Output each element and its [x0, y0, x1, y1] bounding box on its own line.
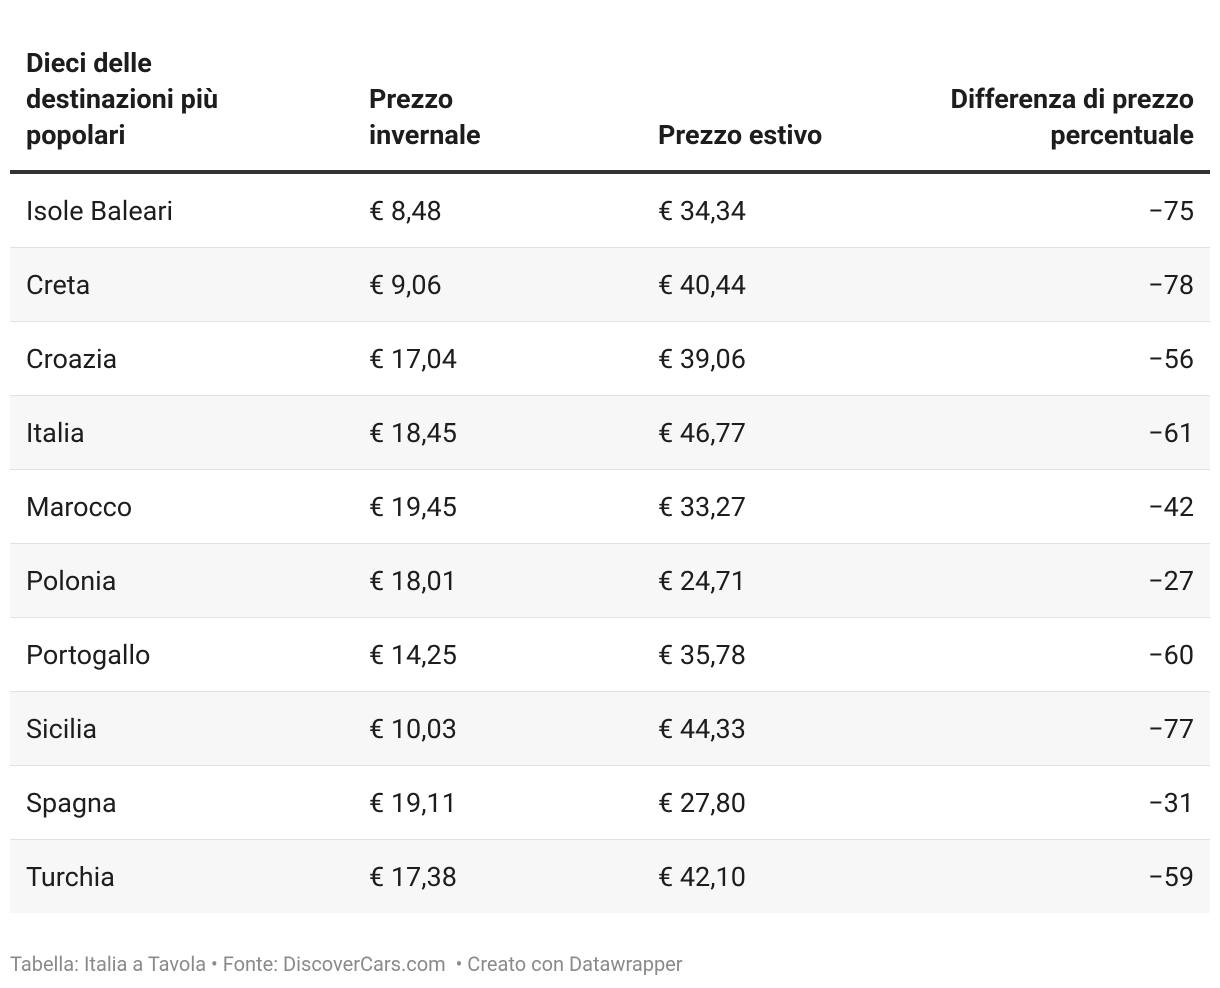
table-body: Isole Baleari € 8,48 € 34,34 −75 Creta € 9,06… [10, 172, 1210, 913]
table-row: Portogallo € 14,25 € 35,78 −60 [10, 617, 1210, 692]
table-cell: Marocco [10, 469, 353, 544]
header-row: Dieci delle destinazioni più popolari Pre… [10, 45, 1210, 174]
table-cell: € 35,78 [642, 617, 912, 692]
table-cell: Sicilia [10, 691, 353, 766]
table-cell: € 46,77 [642, 395, 912, 470]
table-cell: −77 [912, 691, 1210, 766]
table-cell: Portogallo [10, 617, 353, 692]
table-cell: Croazia [10, 321, 353, 396]
table-container: Dieci delle destinazioni più popolari Pre… [10, 45, 1210, 913]
table-cell: Polonia [10, 543, 353, 618]
table-cell: −27 [912, 543, 1210, 618]
table-cell: Creta [10, 247, 353, 322]
column-header: Prezzo invernale [353, 45, 642, 174]
table-cell: Spagna [10, 765, 353, 840]
column-header: Prezzo estivo [642, 45, 912, 174]
table-cell: −75 [912, 172, 1210, 248]
table-cell: −42 [912, 469, 1210, 544]
column-header: Dieci delle destinazioni più popolari [10, 45, 353, 174]
table-cell: € 39,06 [642, 321, 912, 396]
table-cell: € 8,48 [353, 172, 642, 248]
table-cell: −78 [912, 247, 1210, 322]
table-row: Creta € 9,06 € 40,44 −78 [10, 247, 1210, 322]
table-cell: −56 [912, 321, 1210, 396]
table-cell: −59 [912, 839, 1210, 913]
table: Dieci delle destinazioni più popolari Pre… [10, 45, 1210, 913]
table-row: Isole Baleari € 8,48 € 34,34 −75 [10, 172, 1210, 248]
table-cell: −60 [912, 617, 1210, 692]
column-header-text: Prezzo estivo [658, 119, 823, 151]
table-cell: € 44,33 [642, 691, 912, 766]
table-cell: € 10,03 [353, 691, 642, 766]
table-cell: € 18,45 [353, 395, 642, 470]
table-row: Marocco € 19,45 € 33,27 −42 [10, 469, 1210, 544]
table-cell: Isole Baleari [10, 172, 353, 248]
table-header: Dieci delle destinazioni più popolari Pre… [10, 45, 1210, 174]
table-cell: € 33,27 [642, 469, 912, 544]
table-cell: −61 [912, 395, 1210, 470]
table-row: Italia € 18,45 € 46,77 −61 [10, 395, 1210, 470]
table-row: Sicilia € 10,03 € 44,33 −77 [10, 691, 1210, 766]
table-row: Turchia € 17,38 € 42,10 −59 [10, 839, 1210, 913]
table-cell: € 34,34 [642, 172, 912, 248]
table-cell: € 42,10 [642, 839, 912, 913]
table-cell: € 40,44 [642, 247, 912, 322]
table-cell: −31 [912, 765, 1210, 840]
table-cell: Italia [10, 395, 353, 470]
table-cell: € 27,80 [642, 765, 912, 840]
table-cell: € 17,04 [353, 321, 642, 396]
column-header-text: Differenza di prezzo percentuale [950, 83, 1194, 151]
column-header: Differenza di prezzo percentuale [912, 45, 1210, 174]
table-cell: € 17,38 [353, 839, 642, 913]
table-cell: € 14,25 [353, 617, 642, 692]
table-cell: € 19,11 [353, 765, 642, 840]
footer: Tabella: Italia a Tavola • Fonte: Discov… [10, 952, 683, 976]
table-row: Spagna € 19,11 € 27,80 −31 [10, 765, 1210, 840]
table-cell: € 9,06 [353, 247, 642, 322]
table-row: Polonia € 18,01 € 24,71 −27 [10, 543, 1210, 618]
column-header-text: Prezzo invernale [369, 83, 481, 151]
table-cell: € 18,01 [353, 543, 642, 618]
table-row: Croazia € 17,04 € 39,06 −56 [10, 321, 1210, 396]
table-cell: € 19,45 [353, 469, 642, 544]
table-cell: Turchia [10, 839, 353, 913]
column-header-text: Dieci delle destinazioni più popolari [26, 47, 219, 151]
table-cell: € 24,71 [642, 543, 912, 618]
